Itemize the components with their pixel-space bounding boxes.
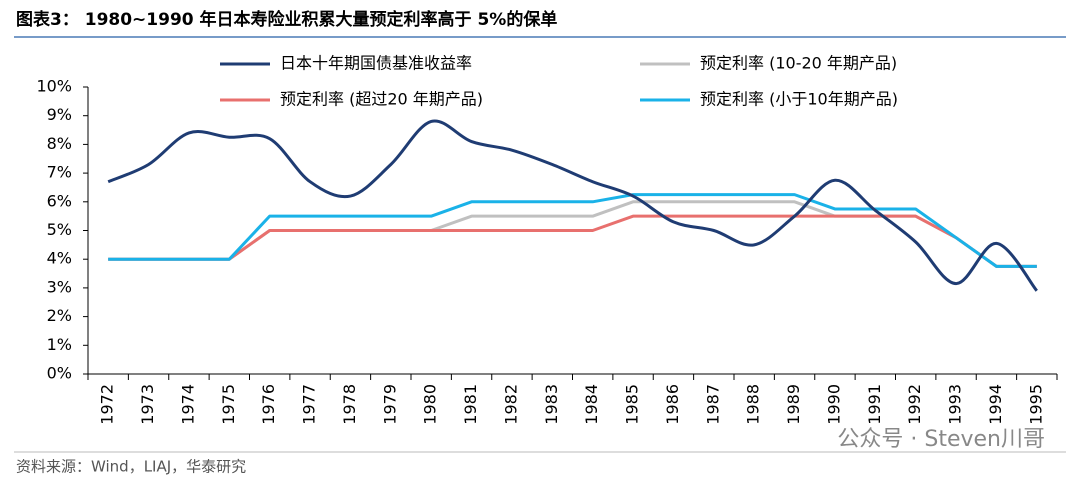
series-line (108, 200, 1037, 268)
x-tick-label: 1990 (824, 384, 843, 425)
x-tick-label: 1973 (138, 384, 157, 425)
x-tick-label: 1982 (501, 384, 520, 425)
x-tick-label: 1989 (784, 384, 803, 425)
watermark: 公众号 · Steven川哥 (837, 427, 1045, 452)
x-tick-label: 1974 (178, 384, 197, 425)
x-tick-label: 1980 (421, 384, 440, 425)
y-tick-label: 2% (47, 306, 72, 325)
y-tick-label: 7% (47, 163, 72, 182)
x-tick-label: 1987 (703, 384, 722, 425)
x-tick-label: 1995 (1026, 384, 1045, 425)
y-tick-label: 10% (36, 77, 72, 96)
x-tick-label: 1986 (663, 384, 682, 425)
x-tick-label: 1994 (986, 384, 1005, 425)
y-tick-label: 1% (47, 335, 72, 354)
x-tick-label: 1977 (300, 384, 319, 425)
x-tick-label: 1985 (623, 384, 642, 425)
x-tick-label: 1983 (542, 384, 561, 425)
y-tick-label: 6% (47, 191, 72, 210)
x-tick-label: 1975 (219, 384, 238, 425)
y-tick-label: 3% (47, 277, 72, 296)
y-tick-label: 9% (47, 105, 72, 124)
y-tick-label: 5% (47, 220, 72, 239)
series-line (107, 119, 1038, 292)
source: 资料来源：Wind，LIAJ，华泰研究 (16, 458, 246, 476)
x-tick-label: 1978 (340, 384, 359, 425)
legend-label: 预定利率 (10-20 年期产品) (700, 54, 897, 73)
legend-label: 预定利率 (小于10年期产品) (700, 90, 898, 109)
x-tick-label: 1976 (259, 384, 278, 425)
x-tick-label: 1984 (582, 384, 601, 425)
legend-label: 预定利率 (超过20 年期产品) (280, 90, 483, 109)
x-tick-label: 1979 (380, 384, 399, 425)
x-tick-label: 1988 (744, 384, 763, 425)
y-tick-label: 8% (47, 134, 72, 153)
x-tick-label: 1993 (946, 384, 965, 425)
chart-title: 图表3： 1980~1990 年日本寿险业积累大量预定利率高于 5%的保单 (16, 9, 557, 30)
y-tick-label: 4% (47, 249, 72, 268)
x-tick-label: 1991 (865, 384, 884, 425)
x-tick-label: 1992 (905, 384, 924, 425)
y-tick-label: 0% (47, 364, 72, 383)
x-tick-label: 1972 (98, 384, 117, 425)
legend-label: 日本十年期国债基准收益率 (280, 54, 472, 73)
x-tick-label: 1981 (461, 384, 480, 425)
series-line (108, 193, 1037, 268)
